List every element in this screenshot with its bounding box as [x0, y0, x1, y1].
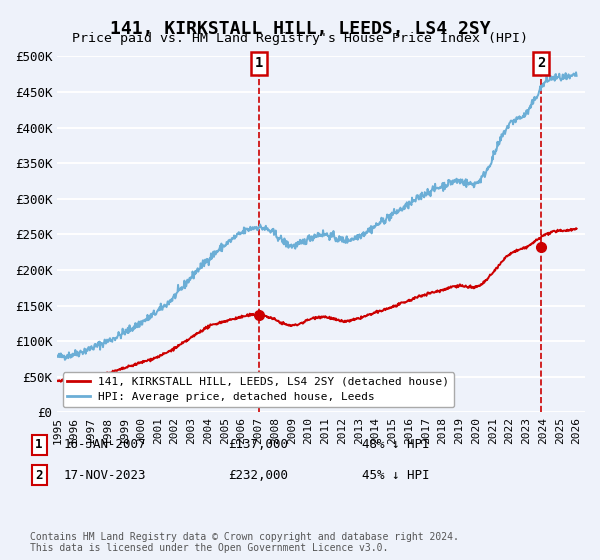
- Text: £232,000: £232,000: [228, 469, 288, 482]
- Text: 141, KIRKSTALL HILL, LEEDS, LS4 2SY: 141, KIRKSTALL HILL, LEEDS, LS4 2SY: [110, 20, 490, 38]
- Text: 17-NOV-2023: 17-NOV-2023: [64, 469, 146, 482]
- Text: 1: 1: [35, 438, 43, 451]
- Legend: 141, KIRKSTALL HILL, LEEDS, LS4 2SY (detached house), HPI: Average price, detach: 141, KIRKSTALL HILL, LEEDS, LS4 2SY (det…: [63, 372, 454, 407]
- Text: 45% ↓ HPI: 45% ↓ HPI: [362, 469, 430, 482]
- Text: 48% ↓ HPI: 48% ↓ HPI: [362, 438, 430, 451]
- Text: Contains HM Land Registry data © Crown copyright and database right 2024.
This d: Contains HM Land Registry data © Crown c…: [30, 531, 459, 553]
- Text: 16-JAN-2007: 16-JAN-2007: [64, 438, 146, 451]
- Text: Price paid vs. HM Land Registry's House Price Index (HPI): Price paid vs. HM Land Registry's House …: [72, 32, 528, 45]
- Text: £137,000: £137,000: [228, 438, 288, 451]
- Text: 1: 1: [255, 57, 263, 71]
- Text: 2: 2: [35, 469, 43, 482]
- Text: 2: 2: [537, 57, 545, 71]
